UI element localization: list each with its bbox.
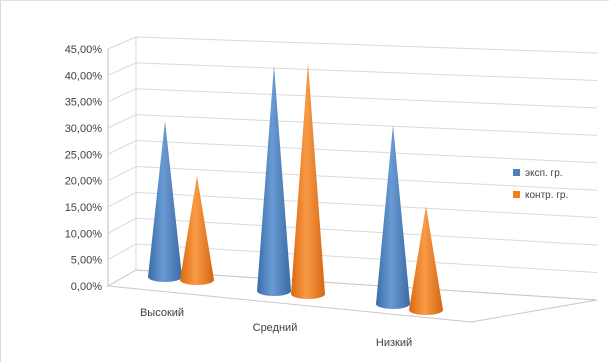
side-gridline <box>107 62 137 76</box>
y-axis-ticks: 0,00% 5,00% 10,00% 15,00% 20,00% 25,00% 30,00%… <box>65 44 103 293</box>
cone-exp-2 <box>376 124 410 309</box>
y-tick-label: 10,00% <box>65 228 103 240</box>
cone-ctrl-1 <box>291 62 325 299</box>
y-tick-label: 20,00% <box>65 176 103 188</box>
gridline <box>135 243 598 274</box>
x-category-label: Средний <box>253 322 298 334</box>
side-gridline <box>107 140 137 155</box>
y-tick-label: 35,00% <box>65 97 103 109</box>
gridline <box>135 62 598 81</box>
side-gridline <box>107 88 137 103</box>
gridline <box>135 36 598 54</box>
gridline <box>135 88 598 109</box>
cone-ctrl-2 <box>409 205 443 315</box>
x-axis-categories: Высокий Средний Низкий <box>140 307 412 349</box>
y-tick-label: 5,00% <box>71 255 102 267</box>
y-tick-label: 40,00% <box>65 70 103 82</box>
side-gridline <box>107 217 137 234</box>
side-gridline <box>107 191 137 208</box>
cone-exp-1 <box>257 65 291 296</box>
y-tick-label: 45,00% <box>65 44 103 56</box>
y-tick-label: 30,00% <box>65 123 103 135</box>
legend-label: эксп. гр. <box>525 168 563 179</box>
y-tick-label: 0,00% <box>71 281 102 293</box>
chart-walls <box>106 36 598 323</box>
floor <box>106 269 598 323</box>
x-category-label: Высокий <box>140 307 184 319</box>
gridline <box>135 140 598 164</box>
gridline <box>135 191 598 219</box>
y-tick-label: 15,00% <box>65 202 103 214</box>
gridline <box>135 165 598 191</box>
data-marks <box>148 62 443 315</box>
side-gridline <box>107 243 137 261</box>
cone-exp-0 <box>148 120 182 282</box>
legend: эксп. гр. контр. гр. <box>513 168 568 201</box>
side-gridline <box>107 36 137 50</box>
gridline <box>135 217 598 246</box>
side-gridline <box>107 165 137 182</box>
legend-swatch <box>513 191 520 198</box>
x-category-label: Низкий <box>376 337 412 349</box>
legend-swatch <box>513 169 520 176</box>
side-gridline <box>107 114 137 129</box>
gridline <box>135 114 598 136</box>
y-tick-label: 25,00% <box>65 149 103 161</box>
cone-ctrl-0 <box>180 175 214 285</box>
legend-label: контр. гр. <box>525 190 568 201</box>
